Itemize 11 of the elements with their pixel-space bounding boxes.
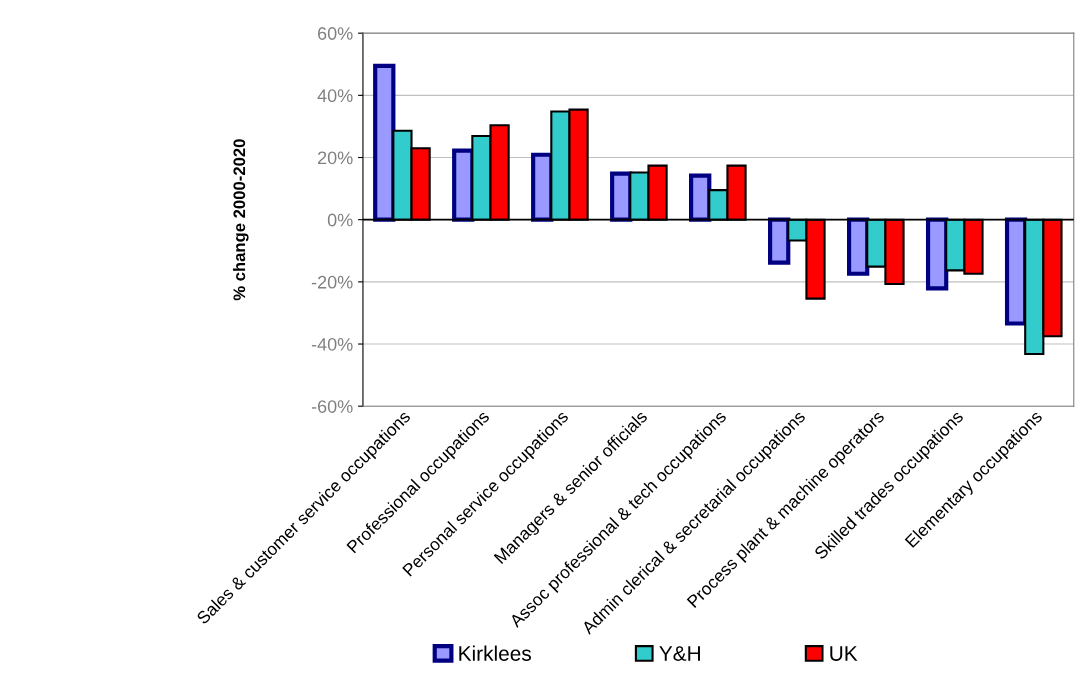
legend-label: Kirklees [459, 645, 531, 661]
legend-label: UK [830, 646, 858, 661]
y-tick-label: -40% [311, 337, 353, 351]
y-tick-label: 60% [318, 27, 353, 40]
y-tick-label: -60% [311, 400, 353, 413]
y-tick-label: 40% [317, 89, 353, 103]
y-tick-label: 0% [327, 213, 353, 227]
y-tick-label: -20% [311, 275, 353, 289]
y-tick-label: 20% [318, 151, 353, 165]
legend-label: Y&H [659, 646, 700, 661]
y-axis-title: % change 2000-2020 [232, 139, 249, 301]
